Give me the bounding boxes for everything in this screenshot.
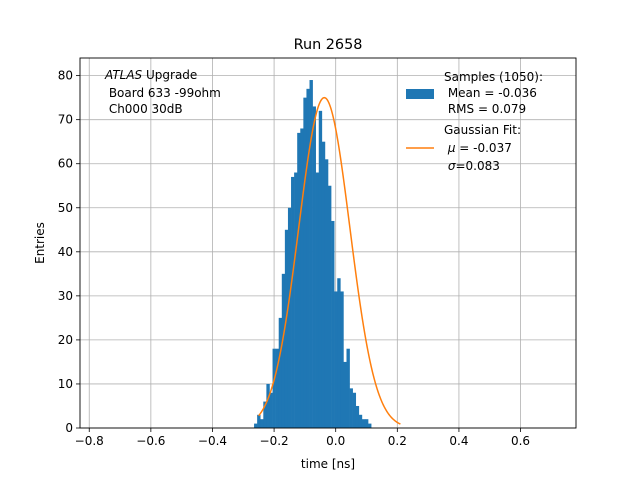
legend-rms-label: RMS = 0.079 (444, 102, 526, 116)
annotation-line-2: Board 633 -99ohm (105, 86, 221, 100)
histogram-bar (287, 207, 292, 428)
histogram-bar (284, 229, 289, 428)
legend-histogram-swatch (406, 89, 434, 99)
legend-fit-mu: μ = -0.037 (444, 141, 512, 155)
y-tick-label: 70 (58, 113, 73, 127)
histogram-bar (358, 414, 363, 428)
histogram-bar (312, 106, 316, 428)
x-tick-label: −0.4 (198, 434, 227, 448)
histogram-bar (254, 423, 258, 428)
atlas-annotation: ATLAS Upgrade Board 633 -99ohm Ch000 30d… (104, 68, 221, 116)
y-axis-label: Entries (33, 222, 47, 264)
histogram-bar (337, 278, 341, 428)
upgrade-text: Upgrade (142, 68, 197, 82)
histogram-bar (300, 128, 304, 428)
histogram-bar (257, 414, 261, 428)
histogram-bar (306, 88, 310, 428)
chart-title: Run 2658 (294, 37, 363, 53)
x-tick-label: 0.4 (449, 434, 468, 448)
gaussian-fit-curve (258, 96, 401, 425)
histogram-bar (294, 172, 298, 428)
histogram-bar (355, 405, 360, 428)
histogram-bar (340, 291, 344, 428)
x-tick-label: −0.8 (75, 434, 104, 448)
histogram-bar (368, 423, 372, 428)
histogram-bar (266, 383, 270, 428)
histogram-bar (309, 80, 313, 429)
histogram-bar (346, 348, 350, 428)
y-tick-label: 30 (58, 289, 73, 303)
mu-symbol: μ (447, 141, 456, 155)
y-tick-label: 10 (58, 377, 73, 391)
histogram-bar (361, 419, 366, 428)
x-tick-label: 0.0 (326, 434, 345, 448)
histogram-bar (263, 401, 267, 428)
histogram-bar (291, 176, 295, 428)
x-tick-label: −0.2 (260, 434, 289, 448)
legend-fit-sigma: σ=0.083 (444, 159, 500, 173)
sigma-symbol: σ (448, 159, 456, 173)
histogram-bar (303, 97, 307, 429)
histogram-bar (349, 388, 353, 428)
histogram-bar (315, 172, 320, 428)
y-tick-label: 80 (58, 69, 73, 83)
legend: Samples (1050): Mean = -0.036 RMS = 0.07… (406, 70, 543, 173)
atlas-italic: ATLAS (104, 68, 143, 82)
histogram-bars (254, 80, 372, 429)
x-tick-label: 0.6 (511, 434, 530, 448)
annotation-line-3: Ch000 30dB (105, 102, 183, 116)
histogram-bar (364, 419, 369, 428)
x-axis-label: time [ns] (301, 457, 355, 471)
y-tick-label: 40 (58, 245, 73, 259)
y-axis-ticks: 0 10 20 30 40 50 60 70 80 (58, 69, 80, 435)
annotation-line-1: ATLAS Upgrade (104, 68, 197, 82)
y-tick-label: 0 (65, 421, 73, 435)
histogram-bar (324, 159, 329, 429)
y-tick-label: 20 (58, 333, 73, 347)
histogram-bar (328, 185, 332, 428)
y-tick-label: 60 (58, 157, 73, 171)
mu-value: = -0.037 (455, 141, 511, 155)
histogram-bar (352, 392, 357, 428)
x-tick-label: −0.6 (136, 434, 165, 448)
histogram-bar (334, 291, 338, 428)
histogram-bar (281, 273, 286, 428)
legend-mean-label: Mean = -0.036 (444, 86, 537, 100)
histogram-bar (272, 348, 276, 428)
histogram-bar (278, 317, 283, 428)
histogram-bar (343, 361, 347, 428)
y-tick-label: 50 (58, 201, 73, 215)
plot-frame (79, 57, 577, 429)
histogram-bar (331, 220, 335, 428)
histogram-bar (318, 110, 323, 428)
x-tick-label: 0.2 (388, 434, 407, 448)
histogram-bar (275, 348, 280, 428)
histogram-bar (297, 132, 301, 428)
histogram-bar (269, 392, 273, 428)
legend-fit-title: Gaussian Fit: (444, 123, 521, 137)
histogram-bar (260, 419, 264, 428)
legend-samples-label: Samples (1050): (444, 70, 543, 84)
x-axis-ticks: −0.8 −0.6 −0.4 −0.2 0.0 0.2 0.4 0.6 (75, 428, 530, 448)
sigma-value: =0.083 (455, 159, 499, 173)
histogram-bar (321, 141, 326, 428)
